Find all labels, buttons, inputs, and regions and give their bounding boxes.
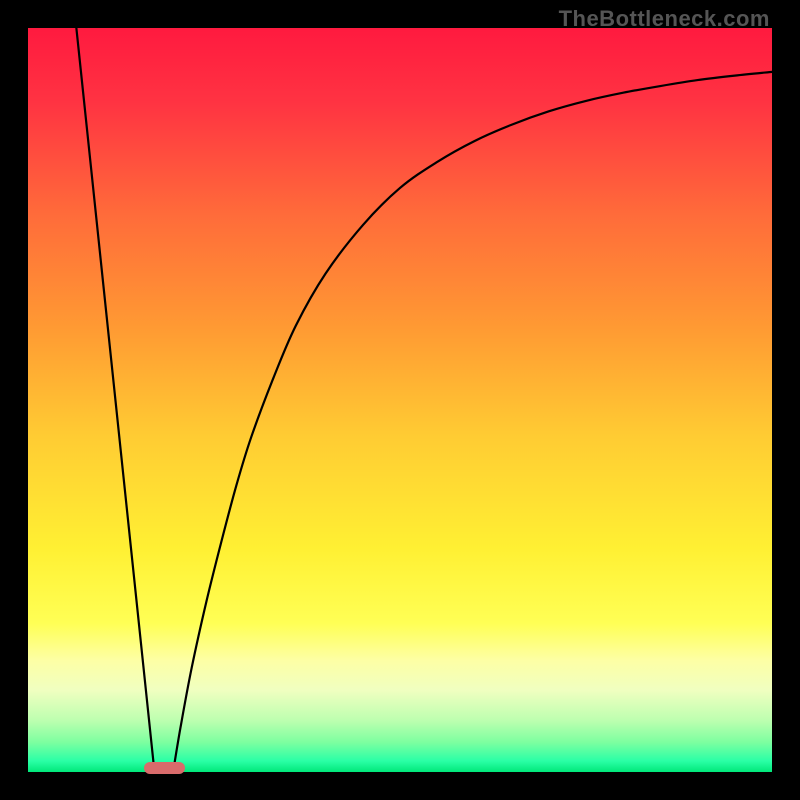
plot-area: [28, 28, 772, 772]
chart-container: TheBottleneck.com: [0, 0, 800, 800]
watermark-text: TheBottleneck.com: [559, 6, 770, 32]
gradient-background: [28, 28, 772, 772]
plot-svg: [28, 28, 772, 772]
optimum-marker: [144, 762, 185, 774]
